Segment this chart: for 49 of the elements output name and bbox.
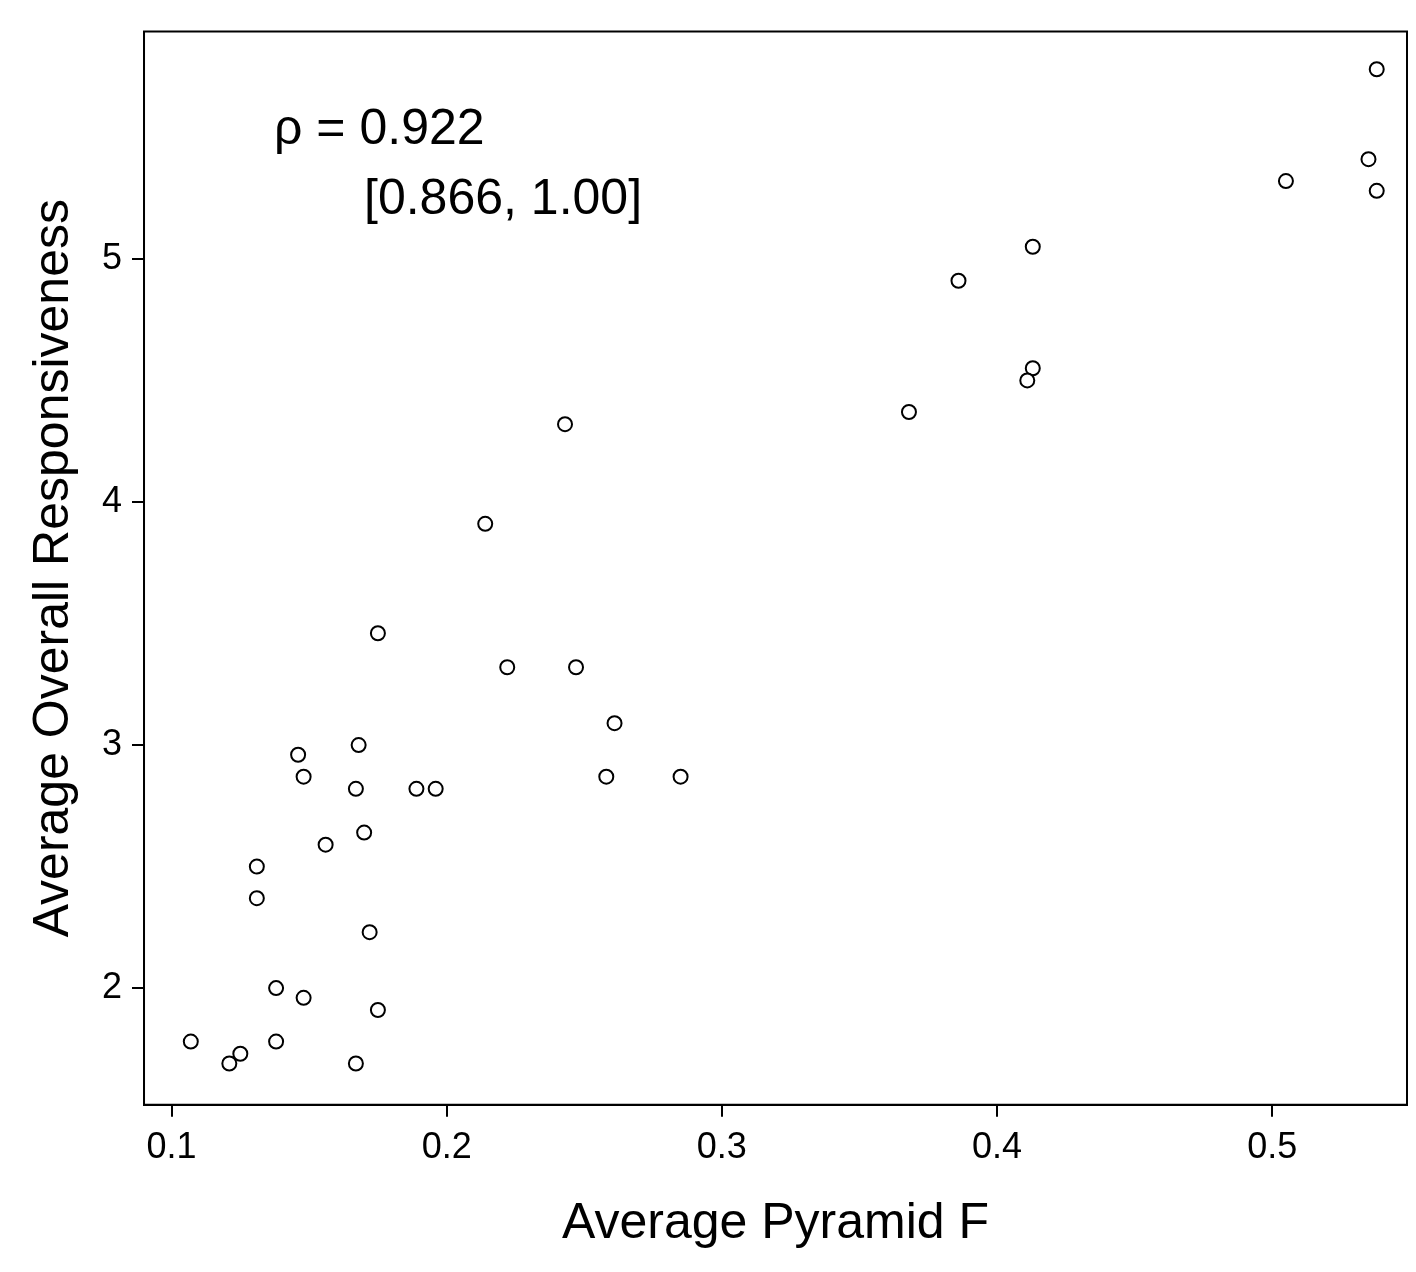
point	[356, 824, 373, 841]
point	[290, 746, 307, 763]
point	[1019, 372, 1036, 389]
point	[598, 768, 615, 785]
point	[1368, 61, 1385, 78]
y-tick-label: 5	[101, 235, 123, 277]
point	[1024, 360, 1041, 377]
point	[477, 515, 494, 532]
y-tick-label: 3	[101, 721, 123, 763]
point	[347, 1055, 364, 1072]
y-tick-label: 4	[101, 478, 123, 520]
annotation: ρ = 0.922	[274, 98, 485, 155]
point	[248, 890, 265, 907]
point	[1368, 182, 1385, 199]
point	[427, 780, 444, 797]
point	[369, 1002, 386, 1018]
x-tick-label: 0.1	[146, 1125, 197, 1167]
point	[221, 1055, 238, 1072]
x-tick-label: 0.4	[971, 1125, 1023, 1167]
point	[295, 768, 312, 785]
point	[268, 1033, 285, 1050]
point	[568, 659, 585, 676]
point	[350, 737, 367, 754]
point	[950, 272, 967, 289]
point	[499, 659, 516, 676]
point	[182, 1033, 199, 1050]
point	[606, 715, 623, 732]
point	[232, 1045, 249, 1062]
point	[268, 980, 285, 997]
y-tick-label: 2	[101, 965, 123, 1007]
y-axis-title: Average Overall Responsiveness	[22, 199, 79, 938]
point	[672, 768, 689, 785]
point	[408, 780, 425, 797]
x-tick-label: 0.3	[696, 1125, 747, 1167]
point	[369, 625, 386, 642]
point	[1277, 173, 1294, 190]
x-tick-label: 0.2	[421, 1125, 472, 1167]
point	[295, 989, 312, 1006]
point	[248, 858, 265, 875]
point	[1360, 151, 1377, 168]
point	[361, 924, 378, 941]
point	[347, 780, 364, 797]
x-axis-title: Average Pyramid F	[562, 1192, 990, 1249]
point	[1024, 238, 1041, 255]
x-tick-label: 0.5	[1247, 1125, 1298, 1167]
annotation: [0.866, 1.00]	[364, 168, 643, 225]
point	[317, 836, 334, 853]
point	[557, 416, 574, 433]
point	[900, 404, 917, 421]
